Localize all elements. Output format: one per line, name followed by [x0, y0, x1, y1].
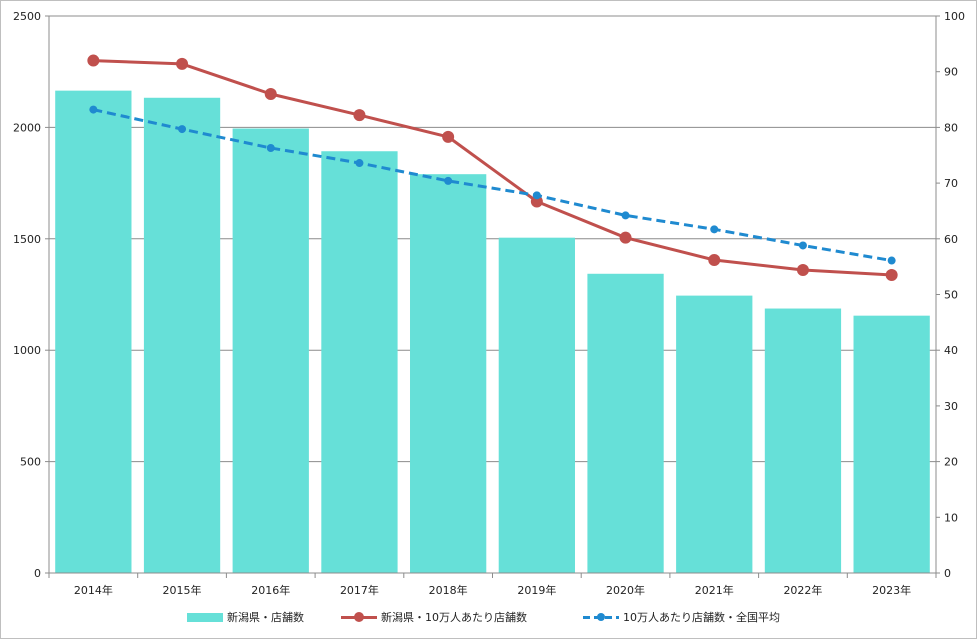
national-average-point [444, 176, 453, 185]
y-right-tick-label: 40 [944, 344, 958, 357]
x-tick-label: 2020年 [606, 583, 645, 597]
national-average-point [798, 241, 807, 250]
bar [55, 90, 132, 573]
bar [587, 273, 664, 573]
legend-item-niigata-line: 新潟県・10万人あたり店舗数 [341, 609, 527, 625]
y-left-tick-label: 0 [34, 567, 41, 580]
national-average-point [355, 159, 364, 168]
legend-blue-dashed-swatch [583, 611, 619, 623]
niigata-per-capita-line [93, 59, 892, 277]
x-tick-label: 2018年 [429, 583, 468, 597]
x-tick-label: 2017年 [340, 583, 379, 597]
national-average-point [532, 191, 541, 200]
legend-label-bar: 新潟県・店舗数 [227, 611, 304, 624]
niigata-per-capita-point [708, 253, 721, 266]
y-right-tick-label: 90 [944, 66, 958, 79]
national-average-point [178, 125, 187, 134]
x-tick-label: 2023年 [872, 583, 911, 597]
niigata-per-capita-point [885, 269, 898, 282]
national-average-line [92, 108, 892, 262]
chart-legend: 新潟県・店舗数 新潟県・10万人あたり店舗数 10万人あたり店舗数・全国平均 [1, 601, 977, 631]
bar [498, 237, 575, 573]
y-left-tick-label: 1500 [13, 233, 41, 246]
national-average-point [89, 105, 98, 114]
y-right-tick-label: 80 [944, 121, 958, 134]
y-right-tick-label: 30 [944, 400, 958, 413]
y-left-tick-label: 1000 [13, 344, 41, 357]
legend-red-line-swatch [341, 611, 377, 623]
national-average-point [266, 144, 275, 153]
legend-item-national-line: 10万人あたり店舗数・全国平均 [583, 609, 780, 625]
national-average-point [710, 225, 719, 234]
bar [853, 315, 930, 573]
y-right-tick-label: 100 [944, 10, 965, 23]
bar [321, 151, 398, 573]
bar [410, 174, 487, 574]
y-left-tick-label: 500 [20, 456, 41, 469]
bar [143, 97, 221, 573]
legend-bar-swatch [187, 612, 223, 622]
x-tick-label: 2019年 [517, 583, 556, 597]
legend-item-bar: 新潟県・店舗数 [187, 609, 304, 625]
y-left-tick-label: 2500 [13, 10, 41, 23]
niigata-per-capita-point [176, 57, 189, 70]
niigata-per-capita-point [619, 231, 632, 244]
x-tick-label: 2016年 [251, 583, 290, 597]
y-right-tick-label: 0 [944, 567, 951, 580]
combo-chart: 2014年 2015年 2016年 2017年 2018年 2019年 2020年 2021年… [13, 10, 965, 597]
bar [764, 308, 842, 573]
x-tick-label: 2015年 [163, 583, 202, 597]
x-tick-label: 2014年 [74, 583, 113, 597]
niigata-per-capita-point [530, 195, 543, 208]
x-tick-label: 2022年 [783, 583, 822, 597]
niigata-per-capita-point [87, 54, 100, 67]
y-right-tick-label: 50 [944, 289, 958, 302]
niigata-per-capita-point [796, 263, 809, 276]
y-right-tick-label: 20 [944, 456, 958, 469]
niigata-per-capita-point [442, 130, 455, 143]
niigata-per-capita-point [264, 87, 277, 100]
national-average-point [621, 211, 630, 220]
y-right-tick-label: 60 [944, 233, 958, 246]
legend-label-national-line: 10万人あたり店舗数・全国平均 [623, 611, 780, 624]
national-average-point [887, 256, 896, 265]
bar [676, 295, 753, 573]
x-tick-label: 2021年 [695, 583, 734, 597]
niigata-per-capita-point [353, 109, 366, 122]
legend-label-niigata-line: 新潟県・10万人あたり店舗数 [381, 611, 527, 624]
y-right-tick-label: 10 [944, 511, 958, 524]
y-left-tick-label: 2000 [13, 121, 41, 134]
bar [232, 128, 309, 573]
y-right-tick-label: 70 [944, 177, 958, 190]
